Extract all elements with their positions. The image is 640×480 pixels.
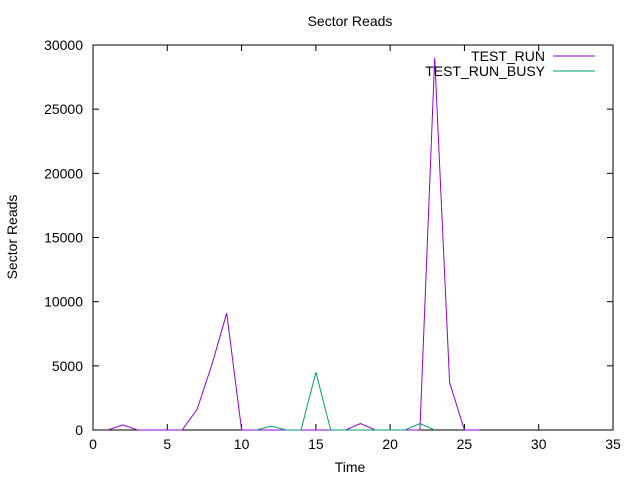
legend-label: TEST_RUN [471,48,545,64]
x-tick-label: 15 [308,436,324,452]
x-axis-label: Time [335,459,366,475]
axis-ticks: 0 5 10 15 20 25 30 35 0 5000 10000 15000 20000 25000 3… [44,37,621,452]
series-line-test-run [107,57,480,431]
legend-label: TEST_RUN_BUSY [425,63,545,79]
x-tick-label: 20 [382,436,398,452]
plot-frame [92,44,614,431]
series-group [107,57,480,431]
y-tick-label: 20000 [44,165,83,181]
chart-title: Sector Reads [308,13,393,29]
series-line-test-run-busy [256,372,435,431]
y-tick-label: 15000 [44,230,83,246]
y-tick-label: 25000 [44,101,83,117]
x-tick-label: 35 [605,436,621,452]
y-tick-label: 30000 [44,37,83,53]
x-tick-label: 5 [163,436,171,452]
y-tick-label: 10000 [44,294,83,310]
y-axis-label: Sector Reads [4,195,20,280]
x-tick-label: 25 [457,436,473,452]
x-tick-label: 30 [531,436,547,452]
y-tick-label: 5000 [52,358,83,374]
x-tick-label: 0 [89,436,97,452]
y-tick-label: 0 [75,422,83,438]
x-tick-label: 10 [234,436,250,452]
